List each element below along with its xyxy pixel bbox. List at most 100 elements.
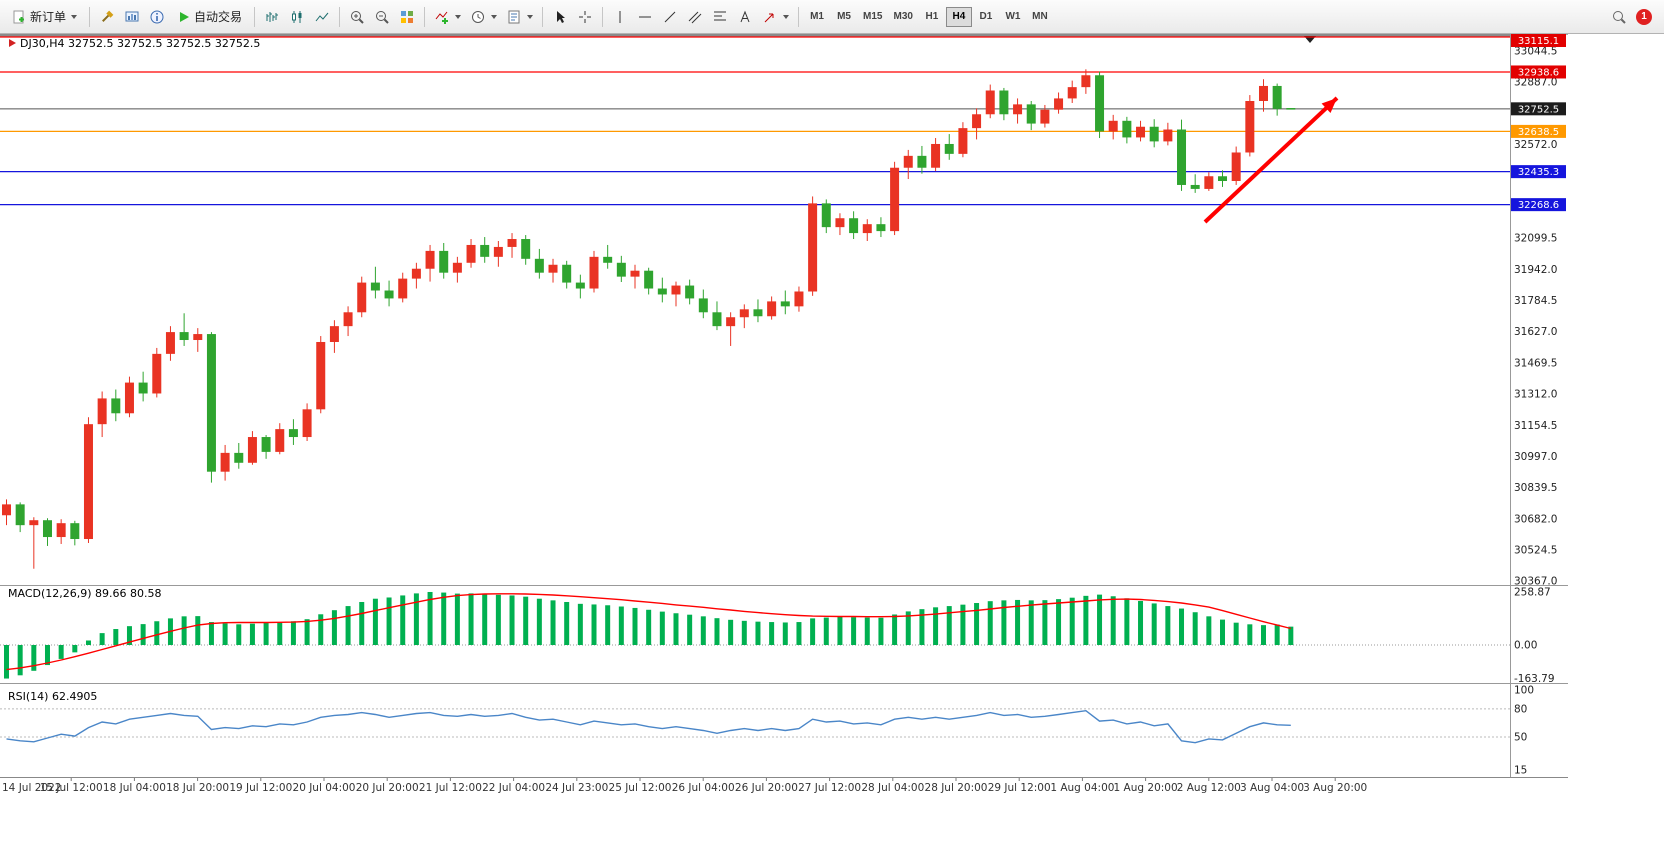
timeframe-button-m30[interactable]: M30	[888, 7, 917, 27]
price-tag: 32435.3	[1511, 165, 1566, 179]
svg-text:28 Jul 20:00: 28 Jul 20:00	[925, 782, 988, 794]
chart-shift-marker[interactable]	[1304, 36, 1316, 43]
timeframe-button-m1[interactable]: M1	[804, 7, 830, 27]
timeframe-button-mn[interactable]: MN	[1027, 7, 1053, 27]
vertical-line-tool-button[interactable]	[608, 5, 632, 29]
crosshair-button[interactable]	[573, 5, 597, 29]
autotrading-button[interactable]: 自动交易	[170, 5, 249, 29]
main-toolbar: 新订单 自动交易	[0, 0, 1664, 34]
timeframe-button-m5[interactable]: M5	[831, 7, 857, 27]
chevron-down-icon	[527, 14, 534, 19]
price-level-lines[interactable]	[0, 36, 1510, 206]
text-icon	[737, 9, 753, 25]
timeframe-button-d1[interactable]: D1	[973, 7, 999, 27]
cursor-button[interactable]	[548, 5, 572, 29]
zoom-out-icon	[374, 9, 390, 25]
svg-text:32268.6: 32268.6	[1518, 200, 1559, 211]
svg-text:80: 80	[1514, 703, 1527, 715]
market-depth-button[interactable]	[120, 5, 144, 29]
arrows-tool-button[interactable]	[758, 5, 793, 29]
svg-text:25 Jul 12:00: 25 Jul 12:00	[609, 782, 672, 794]
svg-text:33115.1: 33115.1	[1518, 36, 1559, 47]
arrow-shape-icon	[762, 9, 778, 25]
svg-text:-163.79: -163.79	[1514, 673, 1555, 685]
zoom-in-button[interactable]	[345, 5, 369, 29]
svg-text:15: 15	[1514, 764, 1527, 776]
chart-window: 258.87 0.00 -163.79 MACD(12,26,9) 89.66 80.…	[0, 34, 1664, 850]
svg-text:50: 50	[1514, 732, 1527, 744]
chart-scrollbar[interactable]	[0, 34, 1510, 37]
timeframe-button-h1[interactable]: H1	[919, 7, 945, 27]
channel-tool-button[interactable]	[683, 5, 707, 29]
chevron-down-icon	[783, 14, 790, 19]
timeframe-button-h4[interactable]: H4	[945, 6, 972, 27]
toolbar-separator	[602, 6, 604, 27]
search-button[interactable]	[1607, 5, 1631, 29]
play-icon	[177, 10, 191, 24]
zoom-out-button[interactable]	[370, 5, 394, 29]
add-indicator-icon	[434, 9, 450, 25]
svg-text:32887.0: 32887.0	[1514, 77, 1557, 89]
metaeditor-button[interactable]	[95, 5, 119, 29]
svg-text:31469.5: 31469.5	[1514, 357, 1557, 369]
tile-windows-button[interactable]	[395, 5, 419, 29]
toolbar-separator	[339, 6, 341, 27]
new-order-button[interactable]: 新订单	[4, 5, 84, 29]
chart-svg[interactable]: 258.87 0.00 -163.79 MACD(12,26,9) 89.66 80.…	[0, 34, 1664, 850]
search-icon	[1611, 9, 1627, 25]
price-axis[interactable]: 33044.5 32887.0 32572.0 32099.5 31942.0 31784…	[1511, 34, 1566, 588]
svg-text:32435.3: 32435.3	[1518, 167, 1559, 178]
svg-text:0.00: 0.00	[1514, 640, 1537, 652]
annotation-arrow[interactable]	[1203, 96, 1339, 224]
templates-button[interactable]	[502, 5, 537, 29]
timeframe-button-w1[interactable]: W1	[1000, 7, 1026, 27]
svg-text:31942.0: 31942.0	[1514, 264, 1557, 276]
chevron-down-icon	[491, 14, 498, 19]
horizontal-line-tool-button[interactable]	[633, 5, 657, 29]
macd-panel: 258.87 0.00 -163.79 MACD(12,26,9) 89.66 80.…	[0, 586, 1555, 685]
price-tag: 32938.6	[1511, 65, 1566, 79]
chart-bars-button[interactable]	[260, 5, 284, 29]
svg-text:32099.5: 32099.5	[1514, 233, 1557, 245]
zoom-in-icon	[349, 9, 365, 25]
chart-candles-button[interactable]	[285, 5, 309, 29]
svg-text:26 Jul 04:00: 26 Jul 04:00	[672, 782, 735, 794]
info-icon	[149, 9, 165, 25]
vertical-line-icon	[612, 9, 628, 25]
svg-text:18 Jul 04:00: 18 Jul 04:00	[103, 782, 166, 794]
svg-text:30682.0: 30682.0	[1514, 513, 1557, 525]
svg-text:15 Jul 12:00: 15 Jul 12:00	[40, 782, 103, 794]
svg-text:24 Jul 23:00: 24 Jul 23:00	[545, 782, 608, 794]
svg-text:20 Jul 20:00: 20 Jul 20:00	[356, 782, 419, 794]
bar-chart-icon	[264, 9, 280, 25]
clock-icon	[470, 9, 486, 25]
svg-text:32752.5: 32752.5	[1518, 104, 1559, 115]
svg-text:258.87: 258.87	[1514, 586, 1551, 598]
toolbar-separator	[542, 6, 544, 27]
timeframe-button-m15[interactable]: M15	[858, 7, 887, 27]
fibonacci-tool-button[interactable]	[708, 5, 732, 29]
toolbar-separator	[89, 6, 91, 27]
text-tool-button[interactable]	[733, 5, 757, 29]
svg-text:20 Jul 04:00: 20 Jul 04:00	[293, 782, 356, 794]
indicators-button[interactable]	[430, 5, 465, 29]
notification-badge[interactable]: 1	[1636, 8, 1652, 25]
price-tag: 32268.6	[1511, 198, 1566, 212]
cursor-icon	[552, 9, 568, 25]
svg-text:31784.5: 31784.5	[1514, 295, 1557, 307]
trendline-tool-button[interactable]	[658, 5, 682, 29]
svg-text:DJ30,H4 32752.5 32752.5 32752.: DJ30,H4 32752.5 32752.5 32752.5 32752.5	[20, 37, 260, 50]
svg-text:30524.5: 30524.5	[1514, 545, 1557, 557]
chart-line-button[interactable]	[310, 5, 334, 29]
svg-text:19 Jul 12:00: 19 Jul 12:00	[229, 782, 292, 794]
svg-text:1 Aug 20:00: 1 Aug 20:00	[1114, 782, 1178, 794]
svg-text:3 Aug 20:00: 3 Aug 20:00	[1303, 782, 1367, 794]
help-button[interactable]	[145, 5, 169, 29]
svg-text:31627.0: 31627.0	[1514, 326, 1557, 338]
svg-text:14 Jul 2022: 14 Jul 2022	[2, 782, 61, 794]
svg-text:3 Aug 04:00: 3 Aug 04:00	[1240, 782, 1304, 794]
periods-button[interactable]	[466, 5, 501, 29]
svg-text:31312.0: 31312.0	[1514, 389, 1557, 401]
svg-text:MACD(12,26,9) 89.66 80.58: MACD(12,26,9) 89.66 80.58	[8, 587, 162, 600]
